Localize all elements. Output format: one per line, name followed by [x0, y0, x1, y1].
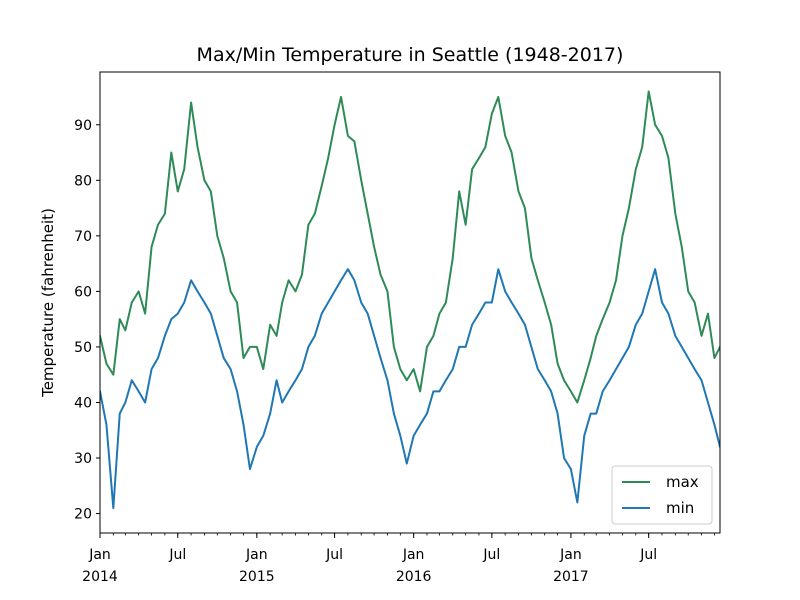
- x-tick-label: Jul: [482, 547, 500, 563]
- y-tick-label: 70: [74, 229, 92, 245]
- y-axis-label: Temperature (fahrenheit): [39, 208, 57, 398]
- x-tick-label: Jan: [559, 547, 582, 563]
- x-tick-label: Jul: [639, 547, 657, 563]
- x-tick-label: Jul: [168, 547, 186, 563]
- x-tick-year-label: 2015: [239, 569, 275, 585]
- x-tick-year-label: 2014: [82, 569, 118, 585]
- y-tick-label: 50: [74, 340, 92, 356]
- y-axis: 20 30 40 50 60 70 80 90: [74, 118, 100, 523]
- x-tick-label: Jan: [402, 547, 425, 563]
- y-tick-label: 60: [74, 284, 92, 300]
- legend-label-max: max: [666, 473, 699, 491]
- legend-box: [611, 465, 713, 525]
- legend: max min: [611, 465, 713, 525]
- x-tick-label: Jul: [325, 547, 343, 563]
- axes-frame: [99, 71, 721, 534]
- x-tick-label: Jan: [88, 547, 111, 563]
- y-tick-label: 20: [74, 507, 92, 523]
- y-tick-label: 80: [74, 173, 92, 189]
- legend-label-min: min: [666, 499, 694, 517]
- y-tick-label: 40: [74, 395, 92, 411]
- series-layer: [100, 90, 720, 510]
- x-axis: Jan 2014 Jul Jan 2015 Jul Jan 2016 Jul Jan 2017 Jul: [82, 533, 715, 585]
- chart-title: Max/Min Temperature in Seattle (1948-201…: [197, 44, 624, 66]
- y-tick-label: 30: [74, 451, 92, 467]
- series-line-min: [100, 268, 720, 510]
- series-line-max: [100, 90, 720, 404]
- x-tick-year-label: 2016: [396, 569, 432, 585]
- x-tick-label: Jan: [245, 547, 268, 563]
- y-tick-label: 90: [74, 118, 92, 134]
- x-tick-year-label: 2017: [553, 569, 589, 585]
